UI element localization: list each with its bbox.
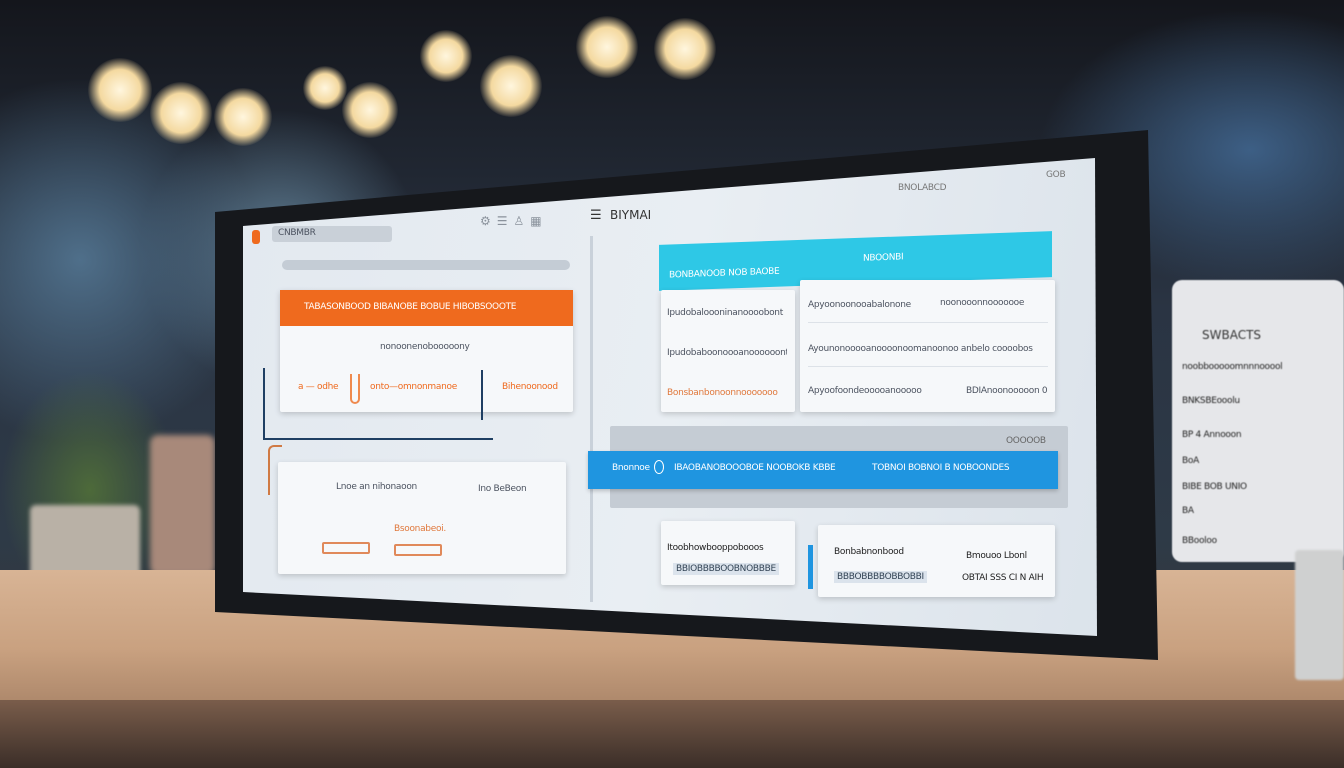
desk-edge (0, 700, 1344, 768)
blue-banner[interactable]: Bnonnoe IBAOBANOBOOOBOE NOOBOKB KBBE TOB… (588, 451, 1058, 489)
side-card-row: noobbooooomnnnooool (1182, 362, 1283, 372)
table-right-column: Apyoonoonooabalonone noonooonnooooooe Ay… (800, 280, 1055, 412)
circle-icon (654, 460, 664, 474)
ceiling-light (576, 16, 638, 78)
ceiling-light (214, 88, 272, 146)
tab[interactable]: CNBMBR (272, 226, 392, 242)
side-card-row: BP 4 Annooon (1182, 430, 1242, 440)
bottom-card: Lnoe an nihonaoon Ino BeBeon Bsoonabeoi. (278, 462, 566, 574)
top-right-icons[interactable]: GOB (1046, 170, 1066, 180)
row-divider (808, 322, 1048, 323)
table-cell: Ipudobaboonoooanoooooont (667, 348, 787, 358)
table-left-column: Ipudobaloooninanoooobont Ipudobaboonoooa… (661, 290, 795, 412)
side-card-row: BA (1182, 506, 1194, 516)
side-card: SWBACTS noobbooooomnnnooool BNKSBEooolu … (1172, 280, 1344, 562)
marker-icon (350, 374, 360, 404)
bottom-card-label: Ino BeBeon (478, 484, 527, 494)
info-card: Bonbabnonbood BBBOBBBBOBBOBBI Bmouoo Lbo… (818, 525, 1055, 597)
side-card-row: BoA (1182, 456, 1199, 466)
primary-button[interactable] (394, 544, 442, 556)
ceiling-light (303, 66, 347, 110)
info-card: Itoobhowbooppobooos BBIOBBBBOOBNOBBBE (661, 521, 795, 585)
app-logo-icon (252, 230, 260, 244)
info-card-title: Itoobhowbooppobooos (667, 543, 764, 553)
connector-line (263, 438, 493, 440)
top-right-label: BNOLABCD (898, 183, 947, 193)
orange-card-label: Bihenoonood (502, 382, 558, 392)
table-cell: BDIAnoonooooon 0 (966, 386, 1048, 396)
info-card-title: Bonbabnonbood (834, 547, 904, 557)
secondary-button[interactable] (322, 542, 370, 554)
info-card-field[interactable]: BBBOBBBBOBBOBBI (834, 571, 927, 583)
accent-bar (808, 545, 813, 589)
banner-label: IBAOBANOBOOOBOE NOOBOKB KBBE (674, 463, 836, 473)
ceiling-light (342, 82, 398, 138)
side-card-title: SWBACTS (1202, 328, 1262, 342)
table-cell: Apyoonoonooabalonone (808, 300, 911, 310)
orange-card-label: onto—omnonmanoe (370, 382, 457, 392)
table-cell: Ipudobaloooninanoooobont (667, 308, 783, 318)
info-card-field[interactable]: BBIOBBBBOOBNOBBBE (673, 563, 779, 575)
ceiling-light (480, 55, 542, 117)
ceiling-light (150, 82, 212, 144)
connector-line (263, 368, 265, 440)
orange-card-title: TABASONBOOD BIBANOBE BOBUE HIBOBSOOOTE (280, 290, 573, 326)
side-card-row: BBooloo (1182, 536, 1217, 546)
ceiling-light (654, 18, 716, 80)
table-cell: Ayounonooooanoooonoomanoonoo anbelo cooo… (808, 344, 1033, 354)
side-card-row: BIBE BOB UNIO (1182, 482, 1247, 492)
plant-pot (30, 505, 140, 580)
ceiling-light (420, 30, 472, 82)
orange-card: TABASONBOOD BIBANOBE BOBUE HIBOBSOOOTE n… (280, 290, 573, 412)
side-card-row: BNKSBEooolu (1182, 396, 1240, 406)
menu-icon[interactable]: ☰ (590, 208, 602, 223)
banner-label: TOBNOI BOBNOI B NOBOONDES (872, 463, 1010, 473)
bottom-card-label: Lnoe an nihonaoon (336, 482, 417, 492)
row-divider (808, 366, 1048, 367)
toolbar-icons[interactable]: ⚙☰♙▦ (480, 214, 548, 228)
cup (1295, 550, 1344, 680)
app-title: BIYMAI (610, 208, 652, 222)
gray-panel-label: OOOOOB (1006, 436, 1046, 446)
panel-divider (590, 236, 593, 602)
table-cell: Apyoofoondeooooanooooo (808, 386, 922, 396)
table-header-left: BONBANOOB NOB BAOBE (669, 266, 780, 281)
table-cell: noonooonnooooooe (940, 298, 1025, 308)
bottom-card-link[interactable]: Bsoonabeoi. (394, 524, 446, 534)
info-card-right-value: OBTAI SSS CI N AIH (962, 573, 1044, 583)
jar (150, 435, 215, 575)
connector-line (481, 370, 483, 420)
table-header-right: NBOONBI (863, 252, 904, 264)
table-cell: Bonsbanbonoonnooooooo (667, 388, 778, 398)
ceiling-light (88, 58, 152, 122)
search-bar[interactable] (282, 260, 570, 270)
connector-line (268, 445, 282, 495)
orange-card-subtitle: nonoonenobooooony (380, 342, 470, 352)
info-card-right-title: Bmouoo Lbonl (966, 551, 1027, 561)
orange-card-label: a — odhe (298, 382, 339, 392)
banner-label: Bnonnoe (612, 463, 650, 473)
